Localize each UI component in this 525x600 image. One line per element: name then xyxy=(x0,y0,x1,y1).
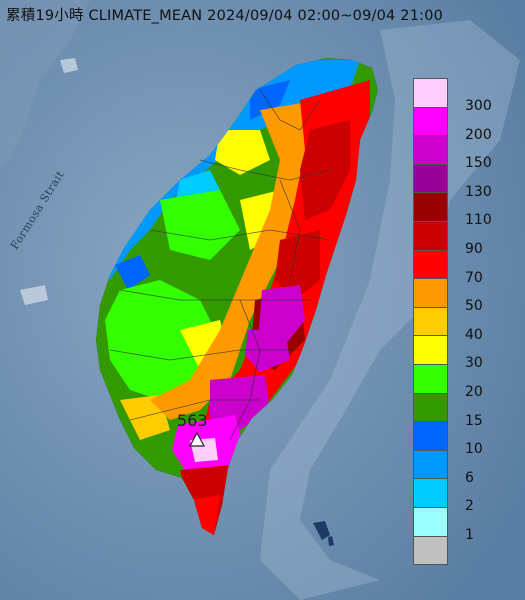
orchid-island xyxy=(328,536,334,546)
legend-label: 6 xyxy=(465,469,474,486)
legend-label: 70 xyxy=(465,269,483,286)
map-title: 累積19小時 CLIMATE_MEAN 2024/09/04 02:00~09/… xyxy=(6,8,444,24)
legend-swatch xyxy=(413,364,448,394)
legend-swatch xyxy=(413,249,448,280)
penghu-islands xyxy=(20,285,48,305)
legend-label: 50 xyxy=(465,298,483,315)
legend-label: 150 xyxy=(465,155,492,172)
matsu-islands xyxy=(60,58,78,73)
legend-label: 130 xyxy=(465,183,492,200)
legend-label: 2 xyxy=(465,498,474,515)
legend-label: 40 xyxy=(465,326,483,343)
legend-label: 200 xyxy=(465,126,492,143)
county-boundaries xyxy=(109,89,331,441)
legend-label: 30 xyxy=(465,355,483,372)
cloud-texture xyxy=(260,20,520,600)
legend-swatch xyxy=(413,535,448,566)
legend-swatch xyxy=(413,392,448,423)
legend-swatch xyxy=(413,306,448,337)
legend-swatch xyxy=(413,335,448,365)
legend-swatch xyxy=(413,192,448,222)
legend-swatch xyxy=(413,163,448,194)
legend-label: 10 xyxy=(465,441,483,458)
legend-label: 300 xyxy=(465,98,492,114)
legend-swatch xyxy=(413,221,448,251)
legend-label: 110 xyxy=(465,212,492,229)
legend-label: 90 xyxy=(465,241,483,257)
legend-label: 20 xyxy=(465,384,483,400)
legend-swatch xyxy=(413,78,448,108)
peak-value-label: 563 xyxy=(177,411,208,430)
legend-swatch xyxy=(413,106,448,137)
mainland-coast xyxy=(0,0,90,170)
legend-swatch xyxy=(413,478,448,508)
green-island xyxy=(313,521,330,540)
legend-swatch xyxy=(413,449,448,480)
legend-swatch xyxy=(413,278,448,308)
triangle-marker-icon xyxy=(188,431,206,447)
legend-swatch xyxy=(413,421,448,451)
legend-label: 15 xyxy=(465,412,483,429)
legend-label: 1 xyxy=(465,527,474,543)
legend-swatch xyxy=(413,507,448,537)
legend-swatch xyxy=(413,135,448,165)
